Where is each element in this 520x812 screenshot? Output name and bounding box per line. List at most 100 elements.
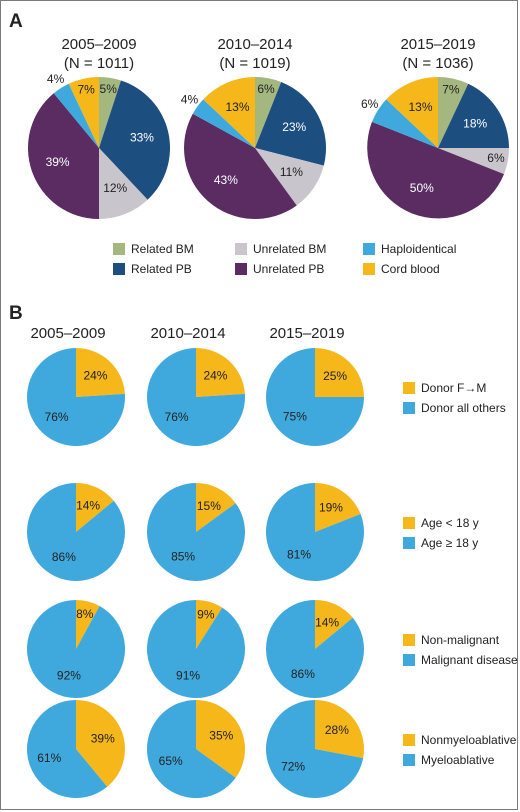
slice-myeloablative xyxy=(146,700,236,798)
slice-cord-blood xyxy=(68,77,99,148)
pie-b-row3-col1: 8% 92% xyxy=(27,600,126,698)
legend-label-unrelated-bm: Unrelated BM xyxy=(253,242,326,256)
legend-label-non-malignant: Non-malignant xyxy=(421,633,500,647)
slice-label-unrelated-pb: 43% xyxy=(214,173,238,187)
pie-b-row3-col3: 14% 86% xyxy=(266,600,365,698)
slice-myeloablative xyxy=(27,700,108,798)
pie-b-row2-col3: 19% 81% xyxy=(266,483,365,581)
legend-a: Related BM Unrelated BM Haploidentical Rela… xyxy=(113,242,456,276)
pie-b-row1-col3: 25% 75% xyxy=(266,348,364,446)
slice-non-malignant xyxy=(76,600,100,649)
legend-swatch-nonmyeloablative xyxy=(403,734,415,746)
slice-label-related-pb: 18% xyxy=(463,117,487,131)
legend-swatch-age-18-y xyxy=(403,537,415,549)
slice-label-unrelated-pb: 50% xyxy=(410,181,434,195)
slice-label-nonmyeloablative: 35% xyxy=(209,728,233,742)
panel-label-a: A xyxy=(9,11,23,32)
slice-label-malignant-disease: 86% xyxy=(291,667,315,681)
slice-nonmyeloablative xyxy=(76,700,126,787)
panel-a: 2005–2009 (N = 1011) 5% 33% 12% 39% 4% 7% 2010–2… xyxy=(27,36,509,219)
legend-label-haploidentical: Haploidentical xyxy=(381,242,456,256)
slice-haploidentical xyxy=(192,99,255,148)
slice-label-age-18-y: 85% xyxy=(171,549,195,563)
legend-swatch-age-18-y xyxy=(403,517,415,529)
slice-nonmyeloablative xyxy=(196,700,245,778)
legend-label-cord-blood: Cord blood xyxy=(381,262,440,276)
legend-swatch-malignant-disease xyxy=(403,654,415,666)
slice-label-age-18-y: 81% xyxy=(287,548,311,562)
slice-label-donor-f-m: 24% xyxy=(83,368,107,382)
slice-label-unrelated-bm: 12% xyxy=(103,181,127,195)
slice-age-18-y xyxy=(76,483,114,532)
slice-unrelated-bm xyxy=(99,148,148,219)
slice-label-unrelated-bm: 11% xyxy=(280,165,303,179)
slice-non-malignant xyxy=(315,600,353,649)
pie-subtitle: (N = 1036) xyxy=(402,55,473,72)
slice-non-malignant xyxy=(196,600,223,649)
pie-b-row3-col2: 9% 91% xyxy=(147,600,246,698)
legend-label-myeloablative: Myeloablative xyxy=(421,753,495,767)
pie-subtitle: (N = 1019) xyxy=(219,55,290,72)
column-title-3: 2015–2019 xyxy=(269,325,344,342)
legend-label-age-18-y: Age ≥ 18 y xyxy=(421,536,478,550)
slice-label-haploidentical: 4% xyxy=(181,93,199,107)
slice-label-nonmyeloablative: 28% xyxy=(325,723,349,737)
legend-swatch-unrelated-pb xyxy=(235,263,247,275)
slice-label-donor-all-others: 76% xyxy=(45,410,69,424)
slice-cord-blood xyxy=(203,77,255,148)
slice-label-unrelated-pb: 39% xyxy=(46,155,70,169)
slice-related-pb xyxy=(255,81,327,166)
pie-b-row1-col2: 24% 76% xyxy=(146,348,245,446)
slice-label-cord-blood: 7% xyxy=(77,83,95,97)
slice-donor-f-m xyxy=(76,348,125,397)
slice-related-pb xyxy=(99,80,171,200)
slice-label-related-bm: 6% xyxy=(257,82,275,96)
pie-a-3: 2015–2019 (N = 1036) 7% 18% 6% 50% 6% 13% xyxy=(361,36,509,219)
slice-label-age-18-y: 14% xyxy=(76,498,100,512)
slice-label-donor-all-others: 75% xyxy=(283,409,307,423)
slice-related-bm xyxy=(255,77,282,148)
slice-haploidentical xyxy=(371,99,438,148)
slice-label-cord-blood: 13% xyxy=(409,100,433,114)
pie-b-row4-col1: 39% 61% xyxy=(27,700,126,798)
slice-donor-all-others xyxy=(266,348,364,446)
legend-label-nonmyeloablative: Nonmyeloablative xyxy=(421,733,517,747)
slice-malignant-disease xyxy=(266,600,365,698)
slice-unrelated-bm xyxy=(255,148,324,206)
slice-unrelated-pb xyxy=(27,93,99,219)
legend-swatch-non-malignant xyxy=(403,634,415,646)
pie-b-row4-col3: 28% 72% xyxy=(265,700,364,798)
slice-label-unrelated-bm: 6% xyxy=(487,151,505,165)
slice-label-age-18-y: 86% xyxy=(52,550,76,564)
panel-label-b: B xyxy=(9,303,23,324)
legend-swatch-donor-all-others xyxy=(403,402,415,414)
slice-label-age-18-y: 15% xyxy=(197,499,221,513)
slice-label-malignant-disease: 92% xyxy=(57,669,81,683)
slice-label-haploidentical: 4% xyxy=(47,72,65,86)
legend-label-age-18-y: Age < 18 y xyxy=(421,516,479,530)
slice-malignant-disease xyxy=(147,600,246,698)
slice-cord-blood xyxy=(386,77,438,148)
slice-label-non-malignant: 8% xyxy=(76,607,94,621)
legend-label-malignant-disease: Malignant disease xyxy=(421,653,518,667)
slice-donor-all-others xyxy=(146,348,245,446)
legend-swatch-myeloablative xyxy=(403,754,415,766)
panel-b: 2005–2009 2010–2014 2015–201924%76%24%76%2… xyxy=(26,325,518,798)
slice-unrelated-bm xyxy=(438,148,509,175)
slice-age-18-y xyxy=(196,483,236,532)
slice-myeloablative xyxy=(265,700,364,798)
legend-label-related-pb: Related PB xyxy=(131,262,192,276)
slice-donor-f-m xyxy=(315,348,364,397)
pie-title: 2010–2014 xyxy=(217,36,292,53)
slice-age-18-y xyxy=(146,483,245,581)
slice-haploidentical xyxy=(53,83,99,148)
slice-label-related-bm: 7% xyxy=(442,83,460,97)
slice-label-malignant-disease: 91% xyxy=(176,668,200,682)
slice-donor-f-m xyxy=(196,348,245,397)
slice-label-donor-all-others: 76% xyxy=(165,410,189,424)
slice-age-18-y xyxy=(27,483,126,581)
slice-label-related-bm: 5% xyxy=(100,82,118,96)
pie-b-row2-col1: 14% 86% xyxy=(27,483,126,581)
legend-swatch-haploidentical xyxy=(363,243,375,255)
